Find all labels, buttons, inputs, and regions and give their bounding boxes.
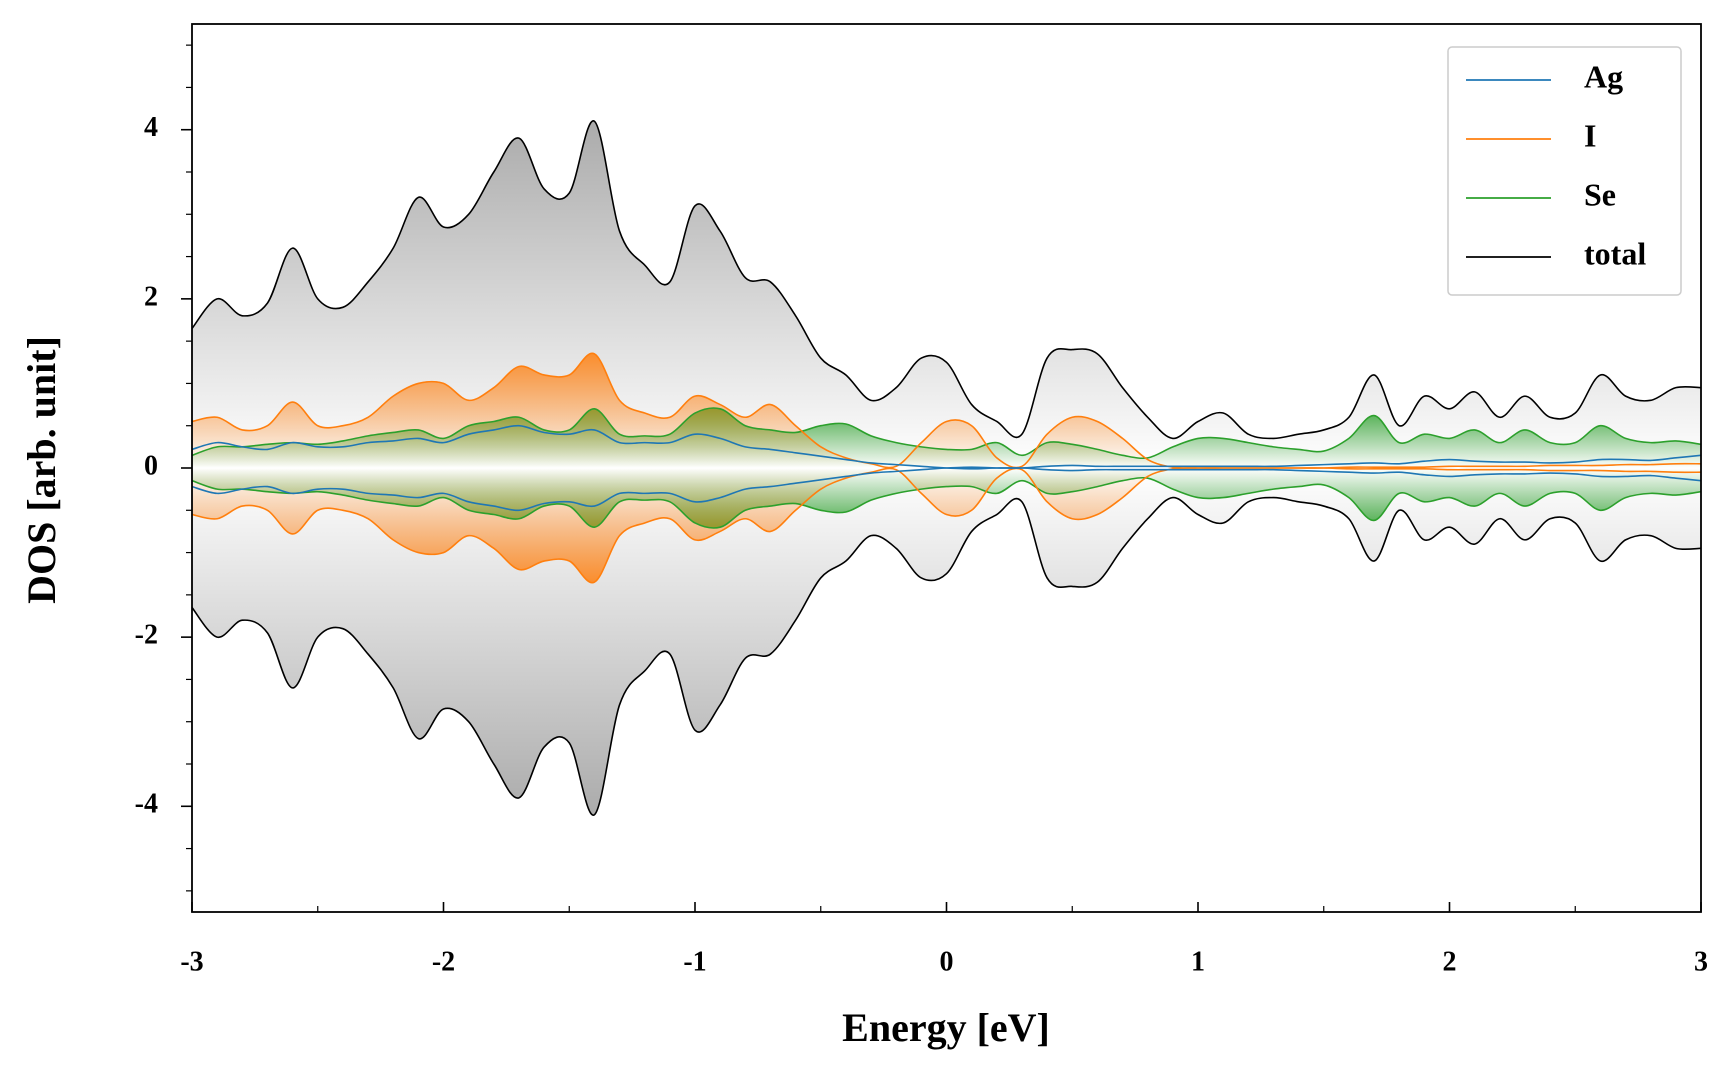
x-tick-label: 2 — [1443, 946, 1457, 977]
y-tick-label: 2 — [144, 281, 158, 312]
dos-line — [192, 352, 1701, 474]
y-tick-label: 0 — [144, 450, 158, 481]
y-tick-label: -4 — [135, 789, 158, 820]
dos-line — [192, 496, 1701, 816]
legend-label: total — [1584, 235, 1646, 271]
y-tick-label: 4 — [144, 112, 158, 143]
x-tick-label: 1 — [1191, 946, 1205, 977]
x-tick-label: 3 — [1694, 946, 1708, 977]
x-tick-label: -3 — [180, 946, 203, 977]
x-tick-label: 0 — [940, 946, 954, 977]
x-tick-label: -1 — [683, 946, 706, 977]
y-axis-title: DOS [arb. unit] — [19, 336, 64, 604]
plot-area — [192, 120, 1701, 816]
dos-line — [192, 476, 1701, 529]
dos-line — [192, 407, 1701, 460]
x-tick-label: -2 — [432, 946, 455, 977]
legend-label: Se — [1584, 176, 1616, 212]
dos-area — [192, 463, 1701, 583]
x-axis-title: Energy [eV] — [842, 1005, 1050, 1050]
legend-label: I — [1584, 117, 1596, 153]
dos-line — [192, 466, 1701, 512]
dos-line — [192, 462, 1701, 584]
legend-label: Ag — [1584, 58, 1623, 94]
dos-area — [192, 353, 1701, 473]
legend-box — [1447, 46, 1682, 296]
y-tick-label: -2 — [135, 620, 158, 651]
dos-line — [192, 120, 1701, 440]
